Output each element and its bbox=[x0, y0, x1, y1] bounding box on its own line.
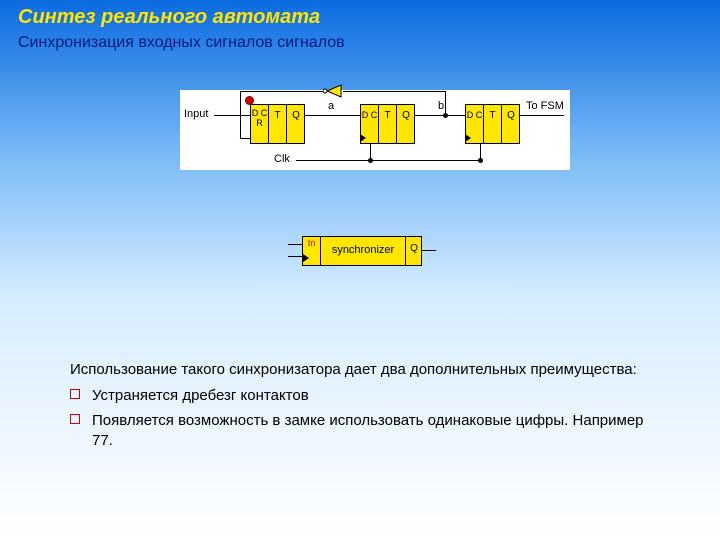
wire bbox=[445, 91, 446, 115]
wire bbox=[343, 91, 446, 92]
sync-out: Q bbox=[405, 237, 422, 265]
bullet-item: Появляется возможность в замке использов… bbox=[70, 411, 650, 452]
wire bbox=[240, 91, 241, 138]
flipflop-3: D C T Q bbox=[465, 104, 520, 144]
bullet-item: Устраняется дребезг контактов bbox=[70, 386, 650, 406]
wire bbox=[288, 256, 302, 257]
synchronizer-block: In synchronizer Q bbox=[302, 236, 422, 266]
ff1-col-t: T bbox=[269, 105, 287, 143]
flipflop-2: D C T Q bbox=[360, 104, 415, 144]
ff2-col-t: T bbox=[379, 105, 397, 143]
inverter-icon bbox=[323, 84, 343, 103]
clock-edge-icon bbox=[303, 254, 309, 262]
bullet-list: Устраняется дребезг контактов Появляется… bbox=[70, 386, 650, 451]
clock-edge-icon bbox=[360, 134, 366, 142]
ff1-col-q: Q bbox=[287, 105, 305, 143]
wire bbox=[422, 250, 436, 251]
clock-edge-icon bbox=[465, 134, 471, 142]
ff3-col-q: Q bbox=[502, 105, 520, 143]
label-clk: Clk bbox=[274, 153, 290, 165]
wire bbox=[415, 115, 465, 116]
slide-subtitle: Синхронизация входных сигналов сигналов bbox=[18, 34, 345, 52]
wire bbox=[305, 115, 360, 116]
ff2-col-q: Q bbox=[397, 105, 415, 143]
wire bbox=[288, 244, 302, 245]
ff3-col-t: T bbox=[484, 105, 502, 143]
wire bbox=[240, 91, 323, 92]
label-b: b bbox=[438, 100, 444, 112]
junction-icon bbox=[443, 113, 448, 118]
junction-icon bbox=[368, 158, 373, 163]
wire bbox=[240, 138, 250, 139]
wire bbox=[520, 115, 564, 116]
flipflop-1: D C R T Q bbox=[250, 104, 305, 144]
wire bbox=[214, 115, 250, 116]
slide: Синтез реального автомата Синхронизация … bbox=[0, 0, 720, 540]
ff1-col-dcr: D C R bbox=[251, 105, 269, 143]
circuit-diagram: Input D C R T Q a D C T Q bbox=[180, 90, 570, 170]
sync-label: synchronizer bbox=[321, 244, 405, 256]
junction-icon bbox=[478, 158, 483, 163]
wire bbox=[296, 160, 480, 161]
paragraph-text: Использование такого синхронизатора дает… bbox=[70, 360, 650, 380]
body-paragraph: Использование такого синхронизатора дает… bbox=[70, 360, 650, 455]
label-input: Input bbox=[184, 108, 208, 120]
label-to-fsm: To FSM bbox=[526, 100, 564, 112]
slide-title: Синтез реального автомата bbox=[18, 6, 320, 29]
